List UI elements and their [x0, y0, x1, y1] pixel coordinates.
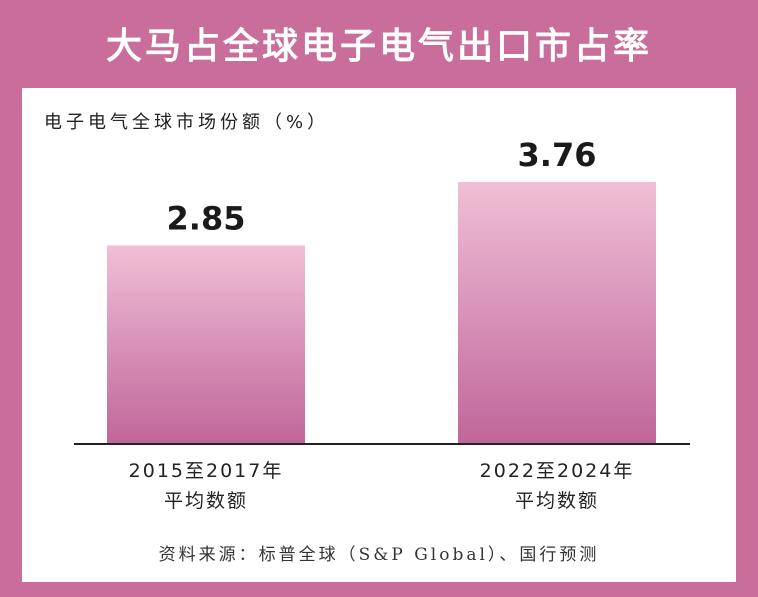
bar-value-label: 2.85 [167, 199, 246, 237]
bar-value-label: 3.76 [518, 136, 597, 174]
chart-title: 大马占全球电子电气出口市占率 [105, 26, 652, 67]
category-label-line1: 2022至2024年 [479, 460, 635, 482]
category-label-line2: 平均数额 [514, 490, 599, 512]
source-note: 资料来源：标普全球（S&P Global）、国行预测 [158, 545, 600, 565]
title-bar: 大马占全球电子电气出口市占率 [0, 0, 758, 86]
y-axis-label: 电子电气全球市场份额（%） [44, 112, 330, 133]
chart-plot: 2.85 3.76 [74, 136, 690, 445]
category-label-line2: 平均数额 [163, 490, 248, 512]
chart-panel: 电子电气全球市场份额（%） 2.85 3.76 2015至2017年 平均数额 2… [22, 88, 736, 582]
category-label: 2015至2017年 平均数额 [86, 456, 326, 516]
category-label-line1: 2015至2017年 [128, 460, 284, 482]
bar [107, 245, 305, 444]
category-label: 2022至2024年 平均数额 [437, 456, 677, 516]
bar [458, 182, 656, 444]
